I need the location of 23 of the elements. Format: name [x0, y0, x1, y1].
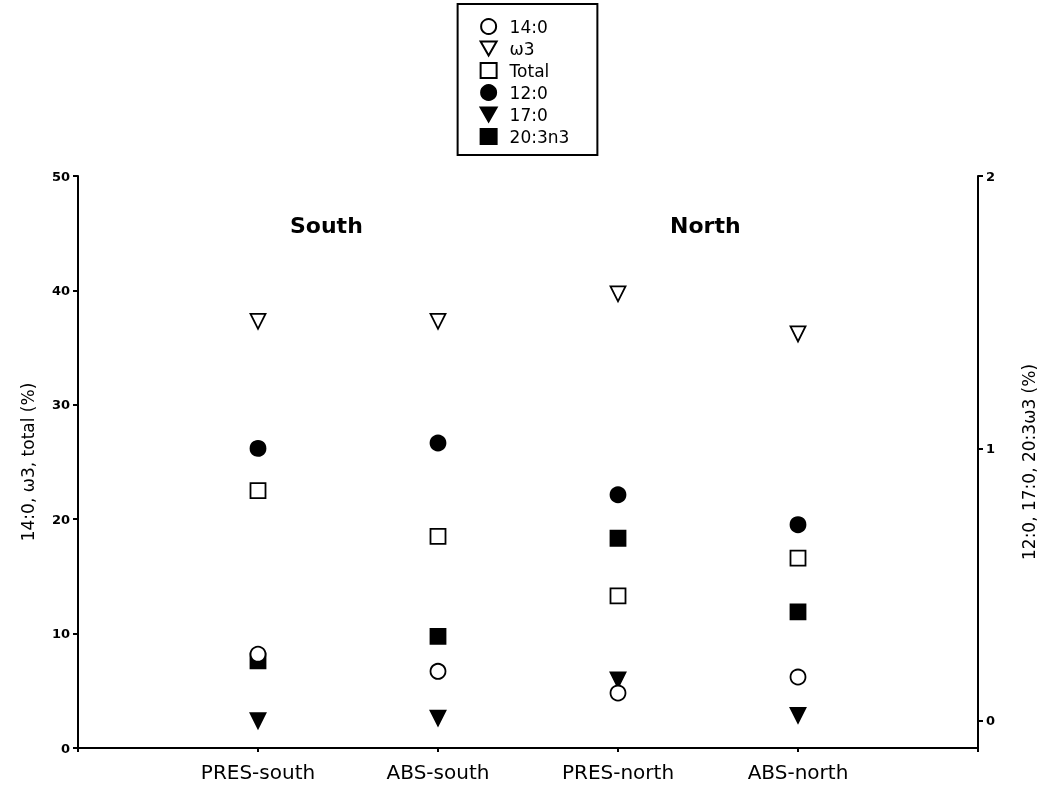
x-tick-label: PRES-south [200, 760, 316, 784]
y-tick-label: 0 [60, 740, 70, 756]
y-tick-label: 20 [51, 511, 70, 527]
y2-tick-label: 0 [986, 713, 996, 729]
annotation: North [670, 212, 741, 238]
y-tick-label: 10 [51, 626, 70, 642]
y2-tick-label: 2 [986, 168, 996, 184]
legend-label: 20:3n3 [509, 126, 570, 147]
legend-label: 14:0 [509, 16, 548, 37]
y-tick-label: 50 [51, 168, 70, 184]
x-tick-label: PRES-north [561, 760, 675, 784]
y-tick-label: 30 [51, 397, 70, 413]
y2-axis-title: 12:0, 17:0, 20:3ω3 (%) [1018, 363, 1039, 561]
y-axis-title: 14:0, ω3, total (%) [17, 382, 38, 542]
legend-label: Total [508, 60, 550, 81]
x-tick-label: ABS-south [386, 760, 490, 784]
x-tick-label: ABS-north [747, 760, 849, 784]
legend-label: 12:0 [509, 82, 548, 103]
legend-label: 17:0 [509, 104, 548, 125]
annotation: South [290, 212, 363, 238]
y-tick-label: 40 [51, 282, 70, 298]
y2-tick-label: 1 [986, 440, 996, 456]
legend-label: ω3 [509, 38, 535, 59]
